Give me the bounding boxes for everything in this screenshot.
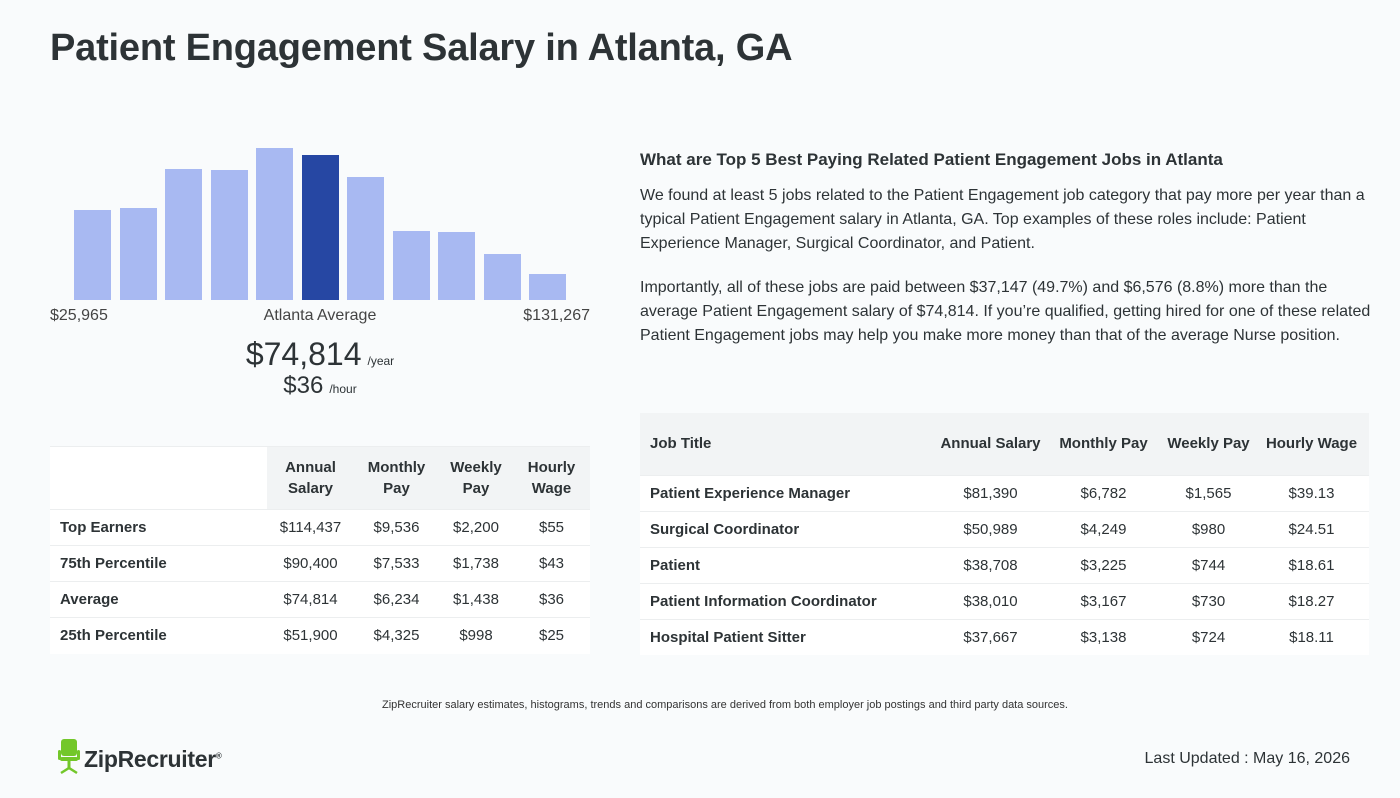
percentile-table-cell: $998 — [459, 627, 493, 645]
related-jobs-cell: $744 — [1191, 556, 1226, 574]
related-jobs-cell: $980 — [1191, 520, 1226, 538]
percentile-table-header: Annual Salary Monthly Pay Weekly Pay Hou… — [50, 446, 590, 510]
related-jobs-paragraph-2: Importantly, all of these jobs are paid … — [640, 279, 1371, 344]
histogram-bar — [529, 274, 566, 300]
histogram-bar — [392, 231, 430, 300]
percentile-table-row: Average $74,814 $6,234 $1,438 $36 — [50, 581, 590, 618]
average-hourly: $36/hour — [0, 372, 640, 400]
average-hourly-value: $36 — [283, 372, 324, 399]
percentile-table: Annual Salary Monthly Pay Weekly Pay Hou… — [50, 446, 590, 654]
related-jobs-cell: $18.11 — [1289, 628, 1334, 646]
percentile-table-cell: $2,200 — [453, 519, 499, 536]
related-jobs-cell: $38,010 — [963, 592, 1018, 610]
average-hourly-unit: /hour — [329, 382, 357, 396]
percentile-table-row-label: 75th Percentile — [60, 555, 167, 572]
percentile-header-hourly: Hourly Wage — [513, 446, 590, 510]
average-yearly-unit: /year — [367, 354, 395, 368]
related-jobs-heading: What are Top 5 Best Paying Related Patie… — [640, 150, 1223, 169]
percentile-table-row: 75th Percentile $90,400 $7,533 $1,738 $43 — [50, 545, 590, 582]
related-jobs-cell: $37,667 — [963, 628, 1018, 646]
percentile-table-row: 25th Percentile $51,900 $4,325 $998 $25 — [50, 617, 590, 654]
percentile-table-cell: $90,400 — [283, 555, 338, 572]
percentile-table-cell: $1,438 — [453, 591, 499, 608]
percentile-table-cell: $74,814 — [283, 591, 338, 608]
percentile-table-cell: $7,533 — [373, 555, 420, 572]
ziprecruiter-logo[interactable]: ZipRecruiter® — [58, 739, 222, 780]
percentile-table-cell: $55 — [538, 519, 565, 536]
histogram-bar — [347, 177, 384, 300]
related-jobs-row: Patient Information Coordinator $38,010 $3… — [640, 583, 1369, 619]
related-jobs-cell: $50,989 — [963, 520, 1018, 538]
percentile-table-cell: $43 — [538, 555, 565, 572]
data-disclaimer: ZipRecruiter salary estimates, histogram… — [382, 699, 1068, 711]
percentile-table-row-label: Average — [60, 591, 119, 608]
percentile-table-row-label: Top Earners — [60, 519, 147, 536]
percentile-table-row-label: 25th Percentile — [60, 627, 167, 645]
related-jobs-cell: $3,225 — [1080, 556, 1127, 574]
percentile-table-cell: $114,437 — [279, 519, 342, 536]
percentile-table-cell: $4,325 — [373, 627, 420, 645]
page-title: Patient Engagement Salary in Atlanta, GA — [50, 27, 793, 69]
related-jobs-cell: $4,249 — [1080, 520, 1127, 538]
related-jobs-row-label: Patient Information Coordinator — [650, 592, 877, 610]
percentile-header-annual: Annual Salary — [267, 446, 354, 510]
related-header-annual: Annual Salary — [940, 435, 1041, 453]
percentile-table-cell: $6,234 — [373, 591, 420, 608]
histogram-bar — [165, 169, 202, 300]
related-jobs-row-label: Hospital Patient Sitter — [650, 628, 806, 646]
related-jobs-cell: $81,390 — [963, 484, 1018, 502]
percentile-table-cell: $36 — [538, 591, 565, 608]
percentile-table-cell: $9,536 — [373, 519, 420, 536]
ziprecruiter-brand-text: ZipRecruiter® — [84, 746, 222, 772]
histogram-max-label: $131,267 — [523, 307, 590, 324]
related-jobs-cell: $1,565 — [1185, 484, 1232, 502]
related-jobs-row-label: Surgical Coordinator — [650, 520, 800, 538]
related-jobs-cell: $39.13 — [1288, 484, 1335, 502]
related-jobs-cell: $38,708 — [963, 556, 1018, 574]
related-jobs-row: Patient Experience Manager $81,390 $6,782 $… — [640, 475, 1369, 511]
histogram-bar — [74, 210, 111, 300]
last-updated: Last Updated : May 16, 2026 — [1144, 750, 1350, 767]
histogram-bar — [210, 170, 248, 300]
histogram-bar — [438, 232, 475, 300]
percentile-header-weekly: Weekly Pay — [439, 446, 513, 510]
histogram-bar — [119, 208, 157, 300]
histogram-min-label: $25,965 — [50, 307, 108, 324]
related-header-hourly: Hourly Wage — [1265, 435, 1358, 453]
related-jobs-cell: $18.27 — [1288, 592, 1335, 610]
related-jobs-cell: $18.61 — [1288, 556, 1335, 574]
related-jobs-row: Hospital Patient Sitter $37,667 $3,138 $724… — [640, 619, 1369, 655]
related-jobs-row: Surgical Coordinator $50,989 $4,249 $980 $24… — [640, 511, 1369, 547]
histogram-bar — [256, 148, 293, 300]
related-jobs-row-label: Patient — [650, 556, 701, 574]
percentile-table-row: Top Earners $114,437 $9,536 $2,200 $55 — [50, 509, 590, 546]
average-yearly: $74,814/year — [0, 336, 640, 373]
related-jobs-cell: $3,138 — [1080, 628, 1127, 646]
related-jobs-table: Job Title Annual Salary Monthly Pay Week… — [640, 413, 1369, 655]
related-jobs-cell: $730 — [1191, 592, 1226, 610]
percentile-table-cell: $1,738 — [453, 555, 499, 572]
percentile-header-monthly: Monthly Pay — [354, 446, 439, 510]
histogram-bar-average — [301, 155, 339, 300]
related-header-monthly: Monthly Pay — [1059, 435, 1148, 453]
related-jobs-row-label: Patient Experience Manager — [650, 484, 851, 502]
related-table-header: Job Title Annual Salary Monthly Pay Week… — [640, 413, 1369, 475]
ziprecruiter-chair-icon — [58, 739, 80, 780]
related-header-weekly: Weekly Pay — [1167, 435, 1250, 453]
histogram-bar — [483, 254, 521, 300]
related-jobs-paragraph-1: We found at least 5 jobs related to the … — [640, 187, 1365, 252]
related-jobs-cell: $6,782 — [1080, 484, 1127, 502]
related-jobs-row: Patient $38,708 $3,225 $744 $18.61 — [640, 547, 1369, 583]
related-header-job-title: Job Title — [650, 435, 712, 453]
average-yearly-value: $74,814 — [245, 336, 362, 372]
related-jobs-cell: $724 — [1191, 628, 1226, 646]
related-jobs-cell: $24.51 — [1288, 520, 1335, 538]
percentile-table-cell: $51,900 — [283, 627, 338, 645]
percentile-table-cell: $25 — [538, 627, 565, 645]
percentile-header-0 — [50, 446, 267, 510]
salary-histogram — [50, 140, 590, 300]
histogram-center-label: Atlanta Average — [263, 307, 377, 324]
related-jobs-cell: $3,167 — [1080, 592, 1127, 610]
